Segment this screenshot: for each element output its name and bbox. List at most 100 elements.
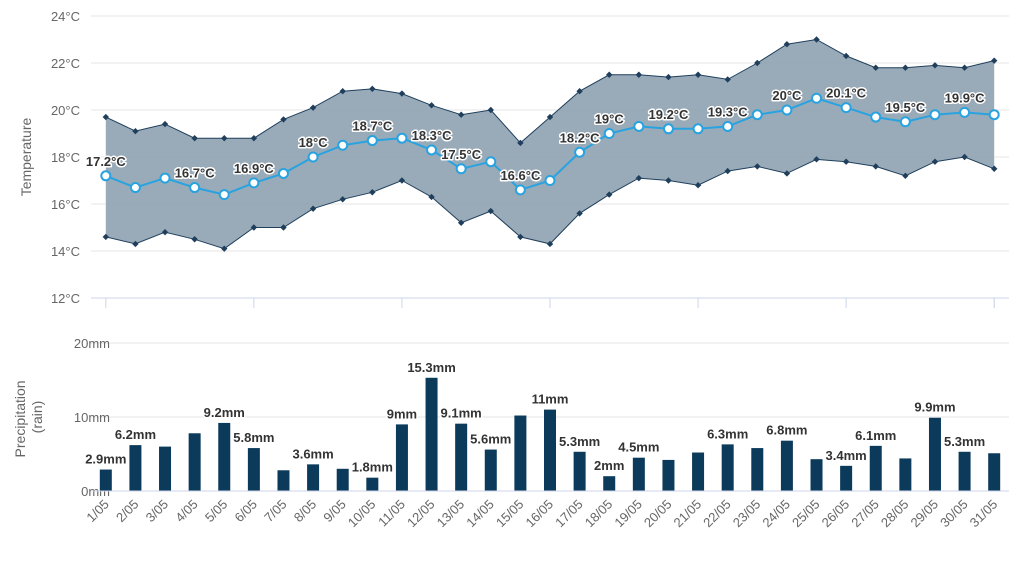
- precipitation-bar[interactable]: [751, 448, 764, 491]
- precipitation-bar[interactable]: [99, 469, 112, 491]
- precipitation-x-tick-label: 2/05: [113, 497, 142, 526]
- temperature-mean-point[interactable]: [544, 175, 556, 186]
- precipitation-x-axis: 1/05 2/05 3/05 4/05 5/05 6/05 7/05 8/05 9/0510/0…: [83, 490, 1009, 531]
- precipitation-bar[interactable]: [692, 452, 705, 491]
- temperature-min-point: [842, 158, 850, 165]
- temperature-data-label: 19°C: [595, 112, 625, 127]
- temperature-mean-point[interactable]: [574, 146, 586, 158]
- temperature-min-point: [398, 177, 406, 184]
- precipitation-bar[interactable]: [662, 459, 675, 491]
- precipitation-bar[interactable]: [307, 464, 320, 491]
- temperature-min-point: [665, 177, 672, 184]
- precipitation-bar[interactable]: [869, 445, 882, 491]
- temperature-max-point: [280, 116, 287, 123]
- temperature-mean-point[interactable]: [781, 104, 793, 116]
- precipitation-bar[interactable]: [336, 468, 349, 491]
- temperature-min-point: [102, 233, 110, 241]
- temperature-mean-point[interactable]: [959, 106, 971, 118]
- precipitation-bar[interactable]: [958, 451, 971, 491]
- temperature-max-point: [813, 36, 820, 43]
- precipitation-bar[interactable]: [514, 415, 527, 491]
- precipitation-axis-title-line-1: Precipitation: [12, 380, 28, 457]
- temperature-mean-point[interactable]: [218, 189, 230, 201]
- temperature-mean-point[interactable]: [485, 156, 497, 168]
- precipitation-bar[interactable]: [632, 457, 645, 491]
- temperature-mean-point[interactable]: [189, 182, 201, 194]
- temperature-data-label: 19.5°C: [885, 100, 926, 115]
- temperature-mean-point[interactable]: [426, 144, 438, 156]
- temperature-max-point: [517, 139, 524, 147]
- precipitation-bar[interactable]: [159, 446, 172, 491]
- precipitation-bar[interactable]: [247, 448, 260, 491]
- temperature-mean-point[interactable]: [129, 182, 141, 194]
- precipitation-data-label: 6.3mm: [707, 426, 748, 441]
- precipitation-bar[interactable]: [544, 409, 556, 491]
- temperature-mean-point[interactable]: [722, 120, 734, 132]
- precipitation-bar[interactable]: [840, 465, 853, 491]
- precipitation-x-tick-label: 10/05: [345, 497, 379, 531]
- temperature-min-point: [191, 236, 198, 243]
- precipitation-bar[interactable]: [366, 477, 379, 491]
- temperature-min-point: [872, 163, 879, 170]
- temperature-mean-point[interactable]: [751, 109, 763, 121]
- precipitation-x-tick-label: 24/05: [759, 497, 793, 531]
- temperature-mean-point[interactable]: [337, 139, 349, 151]
- temperature-max-point: [783, 41, 791, 48]
- temperature-max-point: [132, 127, 139, 135]
- precipitation-x-tick-label: 18/05: [582, 497, 616, 531]
- precipitation-bar[interactable]: [484, 449, 497, 491]
- temperature-min-point: [457, 219, 465, 226]
- precipitation-bar[interactable]: [129, 445, 142, 491]
- temperature-mean-point[interactable]: [603, 128, 615, 139]
- temperature-mean-point[interactable]: [692, 123, 704, 135]
- temperature-mean-point[interactable]: [870, 111, 882, 123]
- precipitation-bar[interactable]: [899, 458, 912, 491]
- temperature-mean-point[interactable]: [100, 170, 112, 182]
- temperature-mean-point[interactable]: [811, 92, 823, 104]
- precipitation-bar[interactable]: [395, 424, 408, 491]
- precipitation-bar[interactable]: [573, 451, 586, 491]
- temperature-min-point: [931, 158, 939, 165]
- temperature-mean-point[interactable]: [366, 135, 378, 147]
- temperature-mean-point[interactable]: [514, 184, 526, 196]
- precipitation-bar[interactable]: [988, 453, 1001, 491]
- temperature-mean-point[interactable]: [633, 120, 645, 132]
- precipitation-bar[interactable]: [425, 377, 438, 491]
- precipitation-bar[interactable]: [780, 440, 793, 491]
- precipitation-data-label: 3.4mm: [826, 448, 867, 463]
- temperature-mean-point[interactable]: [662, 123, 674, 135]
- temperature-mean-point[interactable]: [396, 132, 408, 144]
- temperature-mean-point[interactable]: [988, 109, 1000, 121]
- temperature-mean-point[interactable]: [455, 163, 467, 175]
- precipitation-bar[interactable]: [218, 422, 231, 491]
- precipitation-data-label: 6.2mm: [115, 427, 156, 442]
- precipitation-x-tick-label: 27/05: [848, 497, 882, 531]
- temperature-mean-point[interactable]: [899, 116, 911, 128]
- temperature-mean-point[interactable]: [248, 177, 260, 189]
- temperature-max-point: [694, 71, 702, 78]
- precipitation-bar[interactable]: [188, 433, 201, 491]
- precipitation-bar[interactable]: [603, 476, 616, 491]
- precipitation-bar[interactable]: [721, 444, 734, 491]
- precipitation-axis-title: Precipitation (rain): [12, 377, 45, 458]
- precipitation-bar[interactable]: [928, 417, 941, 491]
- precipitation-bar[interactable]: [455, 423, 468, 491]
- temperature-mean-point[interactable]: [840, 102, 852, 114]
- temperature-max-point: [931, 62, 939, 69]
- precipitation-x-tick-label: 4/05: [172, 497, 201, 526]
- temperature-data-label: 16.7°C: [175, 166, 216, 181]
- temperature-mean-point[interactable]: [277, 167, 289, 179]
- precipitation-x-tick-label: 22/05: [700, 497, 734, 531]
- precipitation-data-label: 2mm: [594, 458, 624, 473]
- temperature-mean-point[interactable]: [929, 109, 941, 121]
- temperature-y-tick-label: 18°C: [51, 150, 80, 165]
- temperature-min-point: [487, 207, 494, 215]
- temperature-mean-point[interactable]: [159, 172, 171, 184]
- temperature-chart: 12°C 14°C 16°C 18°C 20°C 22°C 24°C Temperature…: [18, 9, 1009, 308]
- precipitation-bar[interactable]: [810, 459, 823, 491]
- precipitation-bar[interactable]: [277, 470, 290, 491]
- temperature-mean-point[interactable]: [307, 151, 319, 163]
- precipitation-bars: [99, 377, 1001, 491]
- precipitation-x-tick-label: 13/05: [434, 497, 468, 531]
